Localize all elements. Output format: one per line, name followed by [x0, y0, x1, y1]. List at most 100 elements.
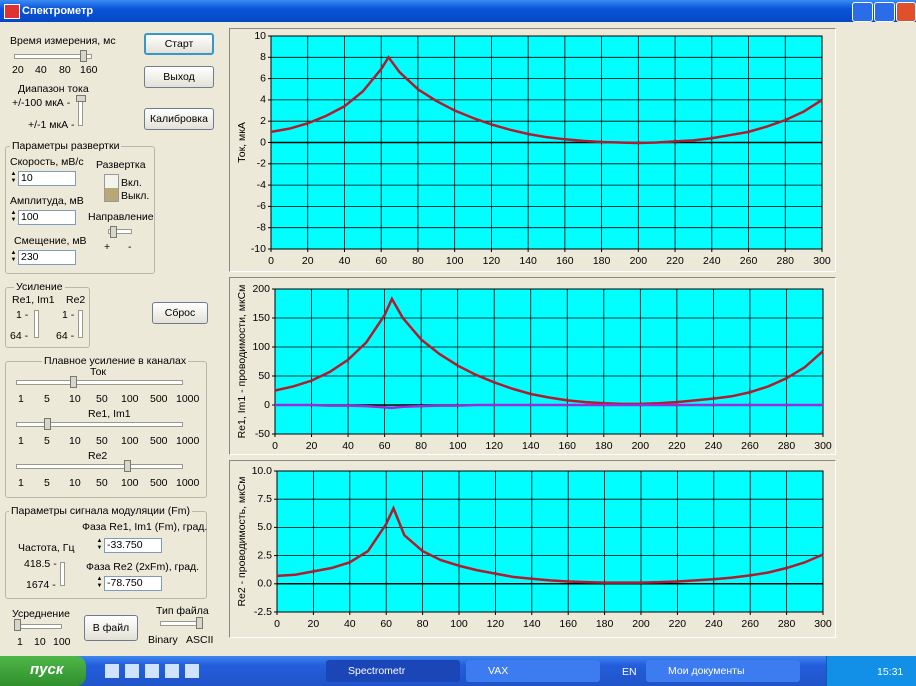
offset-input[interactable]: 230 — [18, 250, 76, 265]
x-tick-label: 240 — [705, 618, 723, 630]
x-tick-label: 300 — [814, 618, 832, 630]
task-button[interactable]: Spectrometr — [326, 660, 460, 682]
slider-thumb[interactable] — [80, 50, 87, 62]
exit-button[interactable]: Выход — [144, 66, 214, 88]
sweep-switch[interactable] — [104, 174, 119, 202]
x-tick-label: 120 — [485, 440, 503, 452]
slider-thumb[interactable] — [76, 95, 86, 102]
x-tick-label: 60 — [379, 440, 391, 452]
spinner[interactable]: ▲ ▼ — [96, 538, 103, 551]
y-tick-label: 50 — [258, 370, 270, 382]
slider-track — [34, 310, 39, 338]
y-tick-label: 5.0 — [257, 521, 272, 533]
window-title: Спектрометр — [22, 5, 94, 17]
scale-label: 50 — [96, 435, 108, 447]
slider-track — [60, 562, 65, 586]
series-line — [270, 55, 823, 145]
slider-track — [16, 380, 183, 385]
task-button[interactable]: VAX — [466, 660, 600, 682]
slider-thumb[interactable] — [14, 619, 21, 631]
maximize-button[interactable] — [874, 2, 895, 22]
y-axis-label: Re2 - проводимость, мкСм — [236, 476, 248, 606]
calibration-button[interactable]: Калибровка — [144, 108, 214, 130]
x-tick-label: 180 — [595, 440, 613, 452]
y-tick-label: 10 — [254, 30, 266, 42]
y-axis-label: Re1, Im1 - проводимости, мкСм — [236, 285, 248, 439]
phase1-input[interactable]: -33.750 — [104, 538, 162, 553]
x-tick-label: 160 — [556, 255, 574, 267]
x-tick-label: 280 — [778, 440, 796, 452]
start-label: пуск — [30, 661, 64, 678]
taskbar: пуск Spectrometr VAX EN Мои документы 15… — [0, 656, 916, 686]
x-tick-label: 40 — [339, 255, 351, 267]
x-tick-label: 20 — [306, 440, 318, 452]
option-label: 1 - — [16, 309, 29, 321]
y-tick-label: -2 — [257, 158, 266, 170]
scale-label: 160 — [80, 64, 98, 76]
label: Направление — [88, 211, 154, 223]
x-tick-label: 220 — [669, 618, 687, 630]
slider-thumb[interactable] — [196, 617, 203, 629]
plot-area — [277, 471, 823, 612]
label: Амплитуда, мВ — [10, 195, 84, 207]
y-tick-label: 150 — [252, 312, 270, 324]
series-line — [276, 505, 824, 584]
x-tick-label: 40 — [342, 440, 354, 452]
slider-track — [16, 464, 183, 469]
group-title: Усиление — [14, 281, 65, 293]
start-button[interactable] — [0, 656, 86, 686]
x-tick-label: 180 — [593, 255, 611, 267]
tray — [826, 656, 916, 686]
spinner[interactable]: ▲ ▼ — [10, 210, 17, 223]
scale-label: 1000 — [176, 393, 200, 405]
task-button[interactable]: Мои документы — [646, 660, 800, 682]
minimize-button[interactable] — [852, 2, 873, 22]
y-tick-label: 8 — [260, 51, 266, 63]
label: Развертка — [96, 159, 146, 171]
phase2-input[interactable]: -78.750 — [104, 576, 162, 591]
scale-label: 80 — [59, 64, 71, 76]
slider-thumb[interactable] — [44, 418, 51, 430]
label: Фаза Re2 (2xFm), град. — [86, 561, 200, 573]
reset-button[interactable]: Сброс — [152, 302, 208, 324]
x-tick-label: 140 — [523, 618, 541, 630]
label: Re1, Im1 — [12, 294, 55, 306]
plot-frame — [276, 470, 824, 613]
option-label: +/-100 мкА - — [12, 97, 71, 109]
quick-launch[interactable] — [105, 664, 199, 678]
x-tick-label: 200 — [632, 440, 650, 452]
y-tick-label: -6 — [257, 200, 266, 212]
language: EN — [622, 666, 637, 678]
scale-label: 5 — [44, 435, 50, 447]
file-button[interactable]: В файл — [84, 615, 138, 641]
label: Диапазон тока — [18, 83, 89, 95]
spinner[interactable]: ▲ ▼ — [10, 171, 17, 184]
slider-thumb[interactable] — [70, 376, 77, 388]
x-tick-label: 60 — [375, 255, 387, 267]
slider-track — [108, 229, 132, 234]
amplitude-input[interactable]: 100 — [18, 210, 76, 225]
y-tick-label: 2 — [260, 115, 266, 127]
slider-track — [16, 422, 183, 427]
slider-thumb[interactable] — [124, 460, 131, 472]
option-label: Выкл. — [121, 190, 150, 202]
scale-label: 1 — [18, 435, 24, 447]
start-button[interactable]: Старт — [144, 33, 214, 55]
option-label: + — [104, 241, 111, 253]
spinner[interactable]: ▲ ▼ — [10, 250, 17, 263]
spinner[interactable]: ▲ ▼ — [96, 576, 103, 589]
slider-thumb[interactable] — [110, 226, 117, 238]
scale-label: 100 — [121, 435, 139, 447]
scale-label: 5 — [44, 477, 50, 489]
x-tick-label: 20 — [302, 255, 314, 267]
speed-input[interactable]: 10 — [18, 171, 76, 186]
series-line — [274, 296, 824, 406]
y-tick-label: -2.5 — [254, 606, 272, 618]
x-tick-label: 260 — [740, 255, 758, 267]
plot-area — [275, 289, 823, 434]
x-tick-label: 100 — [450, 618, 468, 630]
scale-label: 100 — [121, 477, 139, 489]
x-tick-label: 160 — [559, 618, 577, 630]
